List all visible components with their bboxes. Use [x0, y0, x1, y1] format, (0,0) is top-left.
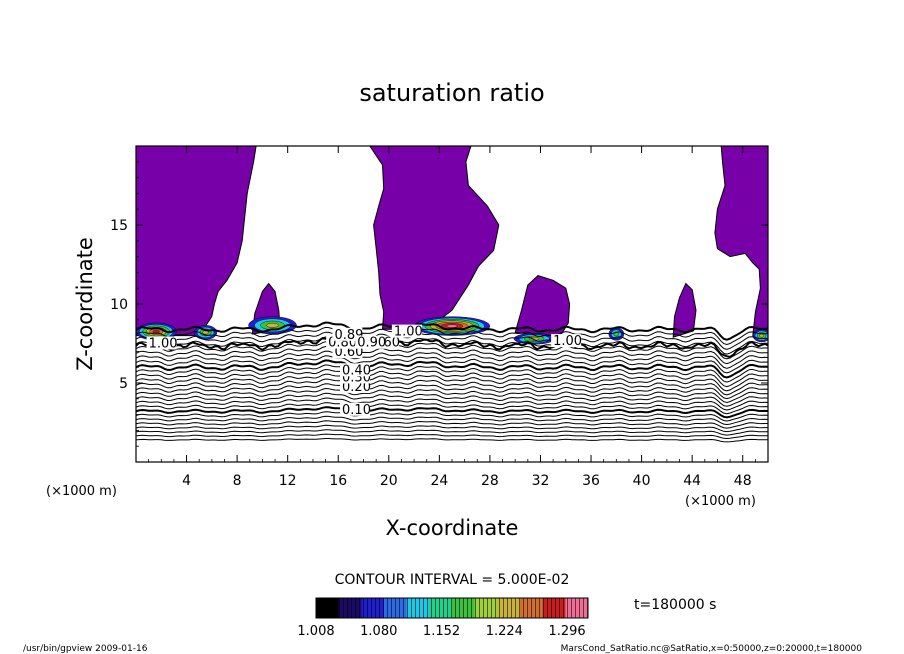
contour-label: 0.20 [342, 380, 371, 395]
x-tick-label: 36 [582, 473, 600, 489]
contour-line [136, 331, 768, 350]
colorbar-tick-label: 1.080 [360, 624, 397, 639]
colorbar [315, 597, 589, 619]
contour-label-bg [355, 335, 386, 349]
saturated-region [672, 282, 697, 338]
contour-label-bg [340, 402, 371, 416]
time-label: t=180000 s [634, 597, 716, 613]
saturated-regions [136, 146, 768, 338]
saturated-region [514, 275, 571, 338]
contour-line [136, 364, 768, 383]
contour-line [136, 438, 768, 443]
contour-line [136, 406, 768, 419]
y-tick-label: 10 [110, 297, 128, 313]
x-axis-ticks: 4 8 12 16 20 24 28 32 36 40 44 48 [148, 146, 756, 489]
saturation-blob-band [446, 324, 458, 328]
y-axis-ticks: 5 10 15 [110, 161, 768, 447]
y-tick-label: 5 [119, 376, 128, 392]
contour-line [136, 336, 768, 355]
x-tick-label: 8 [233, 473, 242, 489]
contour-line [136, 429, 768, 436]
saturated-region [369, 146, 500, 330]
colorbar-tick-label: 1.224 [486, 624, 523, 639]
x-tick-label: 4 [182, 473, 191, 489]
x-tick-label: 16 [329, 473, 347, 489]
contour-line [136, 424, 768, 433]
plot-area [136, 146, 768, 443]
x-axis-unit: (×1000 m) [685, 494, 756, 509]
contour-label: 0.40 [342, 363, 371, 378]
contour-line [136, 411, 768, 422]
saturation-blob-band [266, 322, 279, 328]
contour-line [136, 359, 768, 379]
contour-label-bg [332, 327, 363, 341]
contour-line [136, 355, 768, 374]
contour-line [136, 373, 768, 392]
x-tick-label: 28 [481, 473, 499, 489]
x-tick-label: 24 [430, 473, 448, 489]
y-axis-label: Z-coordinate [73, 237, 97, 371]
contour-label-bg [340, 363, 371, 377]
contour-line [136, 321, 768, 341]
footer-left: /usr/bin/gpview 2009-01-16 [23, 644, 148, 654]
x-tick-label: 44 [683, 473, 701, 489]
contour-line [136, 387, 768, 404]
contour-line [136, 433, 768, 440]
saturated-region [136, 146, 257, 337]
contour-line [136, 368, 768, 388]
colorbar-tick-label: 1.296 [548, 624, 585, 639]
x-tick-label: 32 [532, 473, 550, 489]
x-axis-label: X-coordinate [386, 516, 519, 540]
contour-labels: 0.100.200.300.400.600.800.890.600.901.00… [146, 324, 582, 418]
contour-line [136, 345, 768, 365]
x-tick-label: 40 [633, 473, 651, 489]
saturation-blob-band [759, 333, 765, 338]
contour-line [136, 420, 768, 429]
contour-label-bg [391, 324, 422, 338]
chart-title: saturation ratio [359, 79, 544, 107]
contour-line [136, 326, 768, 346]
x-tick-label: 12 [279, 473, 297, 489]
contour-line [136, 383, 768, 400]
contour-label-bg [551, 334, 582, 348]
colorbar-frame [315, 597, 589, 619]
contour-label-bg [146, 336, 177, 350]
colorbar-tick-label: 1.152 [423, 624, 460, 639]
contour-line [136, 378, 768, 396]
contour-line [136, 350, 768, 369]
contour-lines [136, 321, 768, 443]
colorbar-tick-labels: 1.008 1.080 1.152 1.224 1.296 [297, 624, 585, 639]
contour-line [136, 397, 768, 411]
y-axis-unit: (×1000 m) [46, 484, 117, 499]
footer-right: MarsCond_SatRatio.nc@SatRatio,x=0:50000,… [561, 644, 863, 654]
contour-label: 1.00 [553, 334, 582, 349]
x-tick-label: 48 [734, 473, 752, 489]
contour-interval-label: CONTOUR INTERVAL = 5.000E-02 [335, 572, 570, 588]
contour-line [136, 341, 768, 360]
contour-label: 0.90 [357, 336, 386, 351]
contour-label: 1.00 [149, 336, 178, 351]
contour-label: 1.00 [394, 325, 423, 340]
y-tick-label: 15 [110, 218, 128, 234]
contour-label: 0.60 [334, 345, 363, 360]
contour-line-unity [136, 337, 768, 358]
contour-line [136, 392, 768, 407]
colorbar-tick-label: 1.008 [297, 624, 334, 639]
contour-line [136, 415, 768, 426]
contour-label: 0.10 [342, 403, 371, 418]
saturated-region [714, 146, 768, 337]
x-tick-label: 20 [380, 473, 398, 489]
contour-line [136, 402, 768, 415]
